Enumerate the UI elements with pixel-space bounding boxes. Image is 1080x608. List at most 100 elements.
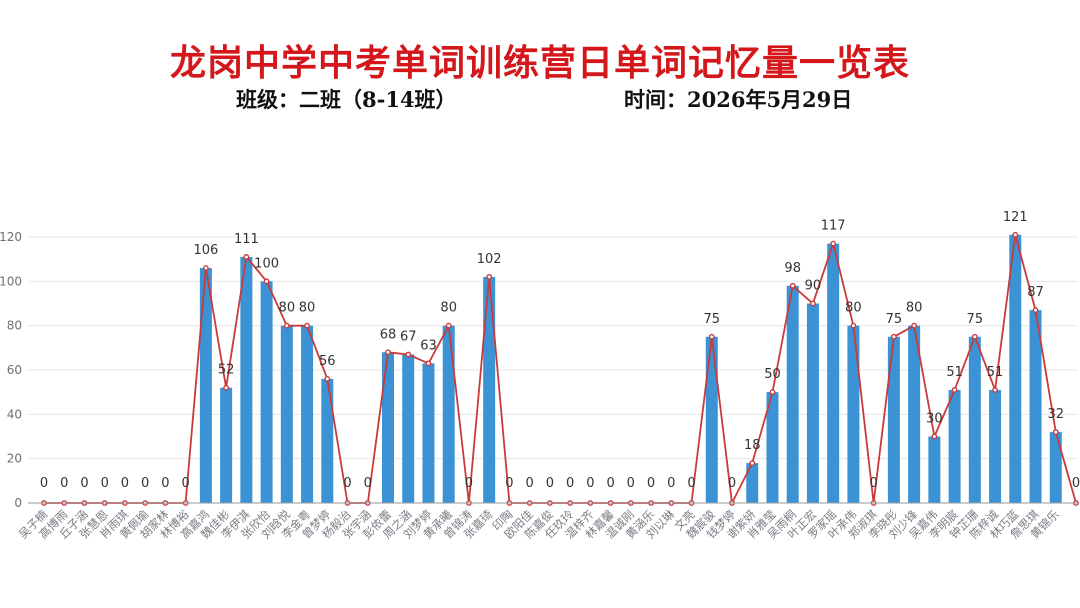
date-label: 时间：2026年5月29日 [624,87,853,112]
data-label: 68 [380,327,397,342]
data-label: 0 [586,476,594,491]
x-axis: 吴子楠高博雨丘子涵张慧恩肖雨琪黄佩瑜胡家林林博裕高嘉鸿魏佳彬李伊淇张欣怡刘晗悦李… [16,502,1078,542]
data-label: 0 [870,476,878,491]
data-label: 80 [299,301,316,316]
data-label: 0 [364,476,372,491]
data-label: 0 [101,476,109,491]
data-label: 80 [440,301,457,316]
data-label: 0 [80,476,88,491]
bar [1009,234,1022,504]
bar [968,336,981,503]
y-tick-label: 60 [7,363,22,377]
line-point [789,282,796,289]
line-point [769,389,776,396]
line-point [1052,429,1059,435]
y-tick-label: 80 [7,319,22,333]
line-point [971,333,978,340]
line-point [850,322,857,329]
line-point [992,387,998,393]
data-label: 0 [728,476,736,491]
bar [260,281,273,503]
data-label: 0 [687,476,695,491]
data-label: 0 [627,476,635,491]
y-tick-label: 0 [14,496,22,510]
data-label: 121 [1003,210,1028,225]
data-label: 52 [218,363,235,378]
line-point [890,333,897,340]
line-point [810,300,816,307]
bar [402,354,415,503]
line-point [1012,231,1019,238]
bar [887,336,900,503]
data-label: 56 [319,354,336,369]
y-tick-label: 40 [7,407,22,421]
bar [847,325,860,503]
line-point [324,375,331,382]
series-line [44,234,1077,507]
data-label: 0 [546,476,554,491]
grid-lines [28,236,1078,504]
line-point [283,322,290,329]
bar [746,463,759,503]
data-label: 80 [845,301,862,316]
data-label: 106 [193,243,218,258]
bar [321,378,334,503]
data-label: 0 [182,476,190,491]
bar [1049,432,1062,503]
data-label: 0 [465,476,473,491]
data-label: 75 [886,312,903,327]
line-point [425,360,432,367]
data-label: 0 [1072,476,1080,491]
line-point [263,278,270,285]
line-point [304,322,310,329]
data-label: 0 [40,476,48,491]
data-label: 0 [667,476,675,491]
data-label: 87 [1027,285,1044,300]
line-point [911,322,918,329]
y-tick-label: 120 [0,230,22,244]
bar [280,325,293,503]
y-axis: 0 20 40 60 80 100 120 [0,230,22,510]
data-label: 51 [946,365,963,380]
bar [928,436,941,503]
data-label: 100 [254,256,279,271]
line-point [708,333,715,340]
data-label: 0 [566,476,574,491]
data-label: 0 [647,476,655,491]
line-point [749,460,756,466]
class-label: 班级：二班（8-14班） [236,87,457,112]
data-label: 30 [926,412,943,427]
bar [786,285,799,503]
y-tick-label: 20 [7,452,22,466]
line-point [830,240,837,247]
data-label: 63 [420,338,437,353]
bar [948,389,961,503]
bar [766,392,779,503]
bar [220,387,233,503]
data-label: 0 [161,476,169,491]
line-point [243,254,250,260]
chart-title: 龙岗中学中考单词训练营日单词记忆量一览表 [169,42,910,84]
data-label: 75 [967,312,984,327]
data-label: 0 [505,476,513,491]
data-label: 18 [744,438,761,453]
bar [989,389,1002,503]
line-point [223,384,230,391]
data-label: 0 [343,476,351,491]
line-point [202,265,209,271]
line-point [931,433,938,440]
trend-line [41,231,1079,507]
y-tick-label: 100 [0,274,22,288]
bar [483,276,496,503]
data-label: 80 [279,301,296,316]
data-label: 102 [477,252,502,267]
bar [301,325,314,503]
bar [382,352,394,503]
data-label: 50 [764,367,781,382]
line-point [951,387,958,393]
data-label: 51 [987,365,1004,380]
line-point [486,273,493,280]
bars [199,234,1062,504]
bar [442,325,455,503]
